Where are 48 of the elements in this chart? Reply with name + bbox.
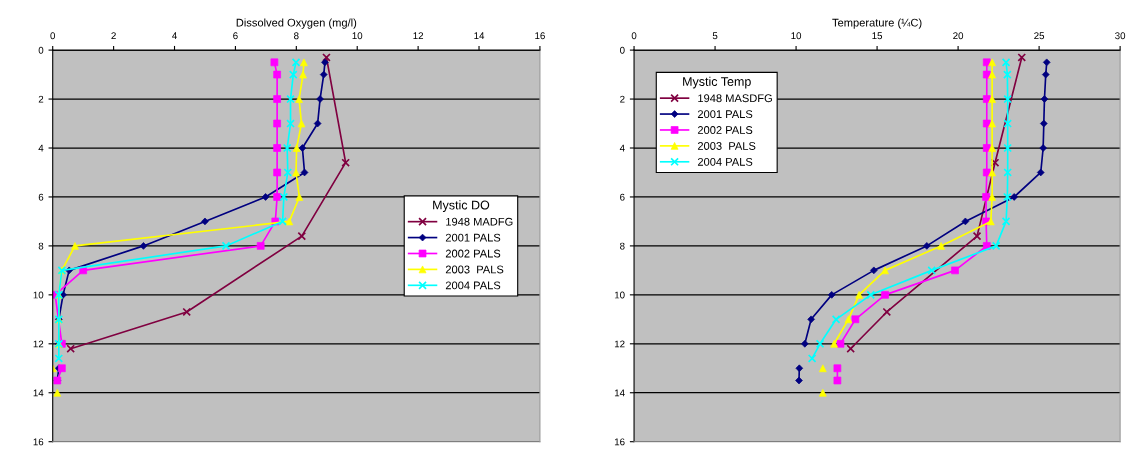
y-tick-label: 10 [33,291,44,299]
x-tick-label: 30 [1115,32,1126,40]
x-tick-label: 4 [172,32,177,40]
x-tick-label: 6 [233,32,238,40]
y-tick-label: 8 [38,242,44,250]
x-tick-label: 14 [474,32,485,40]
y-tick-label: 0 [38,46,44,54]
y-tick-label: 6 [38,193,44,201]
y-tick-label: 12 [33,340,44,348]
x-tick-label: 0 [50,32,56,40]
y-tick-label: 6 [620,193,625,201]
x-tick-label: 8 [294,32,299,40]
x-tick-label: 10 [791,32,802,40]
x-axis-title: Temperature (¼C) [832,18,922,29]
legend-title: Mystic DO [433,200,490,212]
legend-title: Mystic Temp [683,76,751,89]
legend-label: 2002 PALS [697,126,753,134]
x-tick-label: 10 [352,32,363,40]
y-tick-label: 14 [614,389,625,397]
y-tick-label: 2 [38,95,44,103]
x-tick-label: 5 [712,32,718,40]
x-tick-label: 0 [631,32,637,40]
legend-label: 2004 PALS [445,281,501,290]
y-tick-label: 8 [620,242,625,250]
y-tick-label: 16 [33,438,44,446]
y-tick-label: 4 [619,144,625,152]
x-tick-label: 20 [953,32,964,40]
y-tick-label: 2 [620,95,625,103]
x-tick-label: 12 [413,32,424,40]
y-tick-label: 12 [614,340,625,348]
y-tick-label: 16 [614,438,625,446]
x-axis-title: Dissolved Oxygen (mg/l) [236,18,357,29]
y-tick-label: 14 [33,389,44,397]
x-tick-label: 16 [535,32,545,40]
legend-label: 2001 PALS [697,110,753,119]
legend-label: 2002 PALS [445,249,501,258]
x-tick-label: 2 [111,32,116,40]
legend-label: 2003 PALS [697,142,756,150]
legend-label: 1948 MADFG [446,217,513,226]
legend-label: 1948 MASDFG [698,94,772,103]
x-tick-label: 15 [872,32,883,40]
y-tick-label: 10 [614,291,625,299]
y-tick-label: 0 [620,46,625,54]
x-tick-label: 25 [1034,32,1045,40]
legend-label: 2003 PALS [445,265,504,274]
legend-label: 2001 PALS [445,233,501,242]
legend-label: 2004 PALS [697,157,753,166]
y-tick-label: 4 [38,144,44,152]
